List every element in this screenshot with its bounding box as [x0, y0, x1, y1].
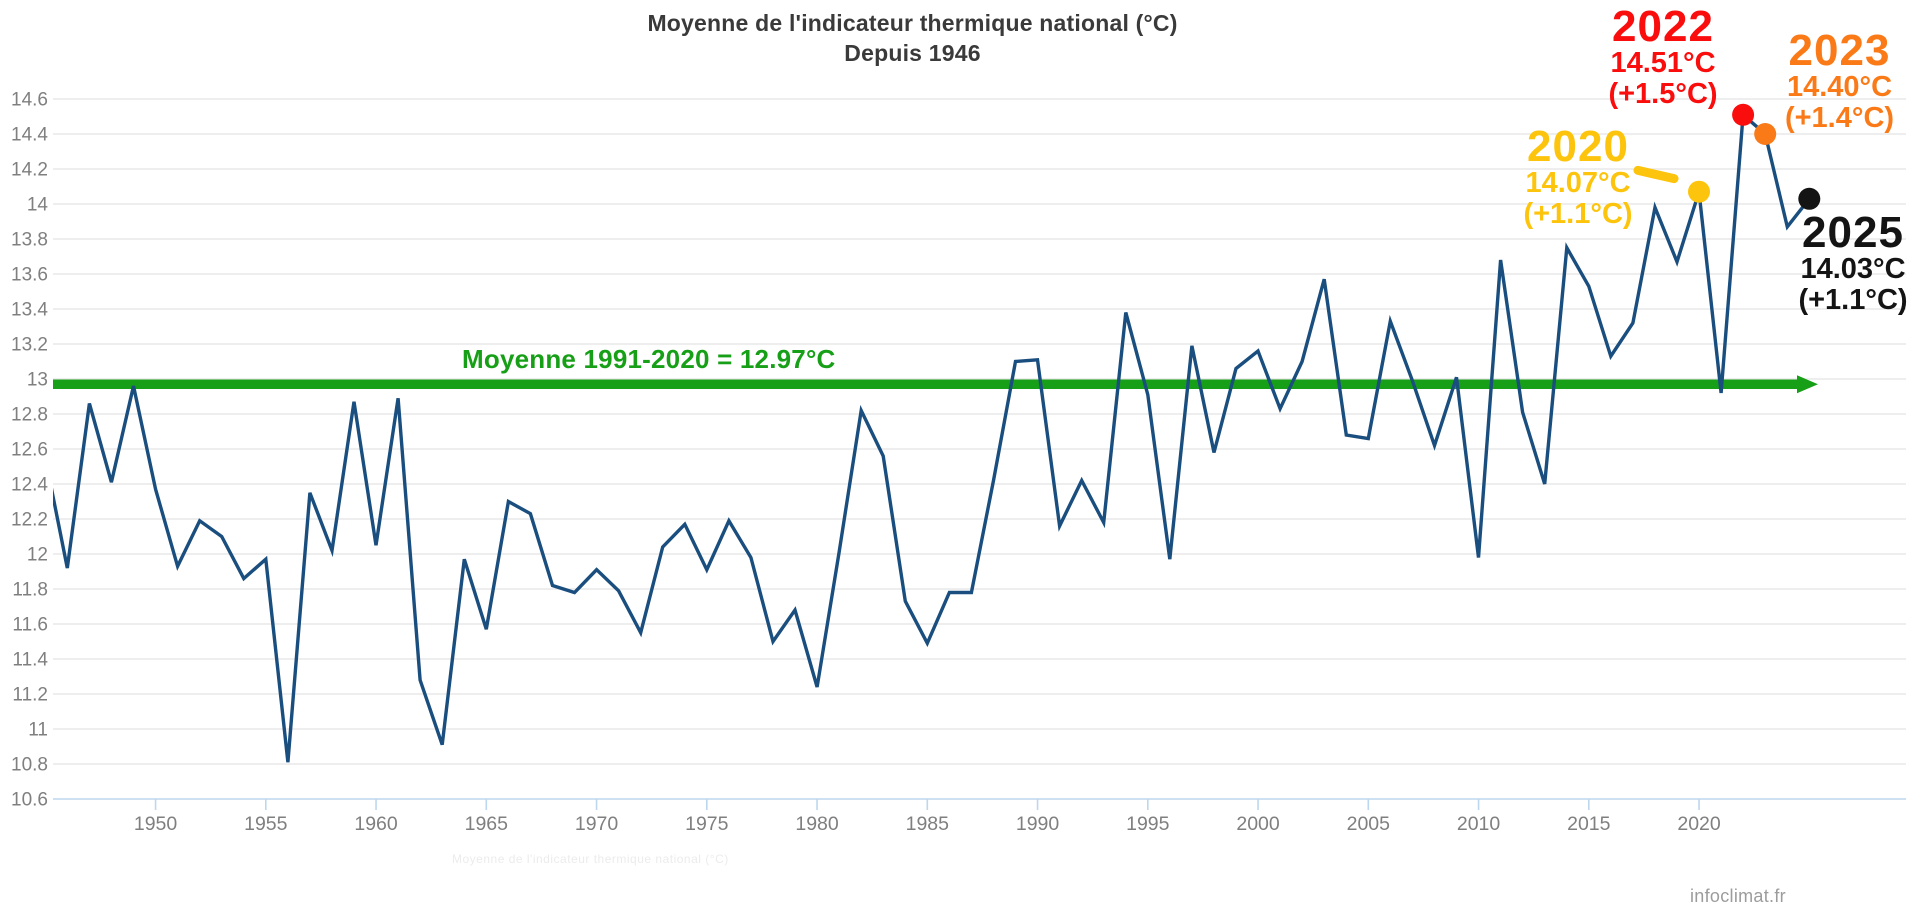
annotation-2022: 2022 14.51°C (+1.5°C)	[1573, 2, 1753, 110]
y-axis-label-14.4: 14.4	[11, 125, 48, 146]
annotation-2022-anomaly: (+1.5°C)	[1608, 78, 1718, 110]
y-axis-label-14.2: 14.2	[11, 160, 48, 181]
x-axis-label-2010: 2010	[1457, 813, 1501, 835]
x-axis-label-1970: 1970	[575, 813, 619, 835]
x-axis-label-1985: 1985	[906, 813, 950, 835]
annotation-2023-anomaly: (+1.4°C)	[1784, 102, 1895, 134]
y-axis-label-14.6: 14.6	[11, 90, 48, 111]
faint-legend-text: Moyenne de l'indicateur thermique nation…	[452, 852, 729, 866]
annotation-2025-anomaly: (+1.1°C)	[1798, 284, 1908, 316]
x-axis-label-1950: 1950	[134, 813, 178, 835]
x-axis-label-2005: 2005	[1347, 813, 1391, 835]
watermark: infoclimat.fr	[1690, 886, 1786, 906]
y-axis-label-12: 12	[27, 545, 48, 566]
x-axis-label-1990: 1990	[1016, 813, 1060, 835]
data-point-dot-2023	[1754, 123, 1777, 145]
annotation-2022-temp: 14.51°C	[1610, 47, 1716, 79]
y-axis-label-10.8: 10.8	[11, 755, 48, 776]
x-axis-label-1955: 1955	[244, 813, 288, 835]
chart-title: Moyenne de l'indicateur thermique nation…	[0, 8, 1825, 68]
annotation-2022-year: 2022	[1612, 2, 1714, 51]
annotation-2023-year: 2023	[1788, 26, 1891, 75]
y-axis-label-12.8: 12.8	[11, 405, 48, 426]
annotation-2025: 2025 14.03°C (+1.1°C)	[1763, 208, 1920, 316]
y-axis-label-12.6: 12.6	[11, 440, 48, 461]
x-axis-label-1965: 1965	[465, 813, 509, 835]
annotation-2023: 2023 14.40°C (+1.4°C)	[1752, 26, 1920, 134]
annotation-2023-temp: 14.40°C	[1786, 71, 1893, 103]
x-axis-label-2000: 2000	[1236, 813, 1280, 835]
data-point-dot-2022	[1732, 103, 1755, 126]
y-axis-label-13.2: 13.2	[11, 335, 48, 356]
x-axis-label-2015: 2015	[1567, 813, 1611, 835]
y-axis-label-11.2: 11.2	[12, 685, 48, 706]
data-point-dot-2025	[1798, 187, 1821, 210]
y-axis-label-13: 13	[27, 370, 48, 391]
y-axis-label-11.6: 11.6	[12, 615, 48, 636]
y-axis-label-12.2: 12.2	[11, 510, 48, 531]
y-axis-label-13.6: 13.6	[11, 265, 48, 286]
y-axis-label-13.8: 13.8	[11, 230, 48, 251]
y-axis-label-14: 14	[27, 195, 49, 216]
chart-title-line1: Moyenne de l'indicateur thermique nation…	[647, 10, 1178, 36]
mean-line-label: Moyenne 1991-2020 = 12.97°C	[462, 344, 836, 374]
annotation-2020-anomaly: (+1.1°C)	[1523, 198, 1633, 230]
annotation-2020: 2020 14.07°C (+1.1°C)	[1488, 122, 1668, 230]
annotation-2020-temp: 14.07°C	[1525, 167, 1631, 199]
annotation-2025-temp: 14.03°C	[1800, 253, 1906, 285]
y-axis-label-11.8: 11.8	[12, 580, 48, 601]
x-axis-label-1980: 1980	[795, 813, 839, 835]
x-axis-label-1995: 1995	[1126, 813, 1170, 835]
y-axis-label-13.4: 13.4	[11, 300, 48, 321]
mean-line-arrowhead	[1797, 375, 1818, 394]
y-axis-label-10.6: 10.6	[11, 790, 48, 811]
chart-title-line2: Depuis 1946	[844, 40, 981, 66]
temperature-series-line	[53, 111, 1812, 763]
annotation-2025-year: 2025	[1802, 208, 1904, 257]
x-axis-label-1975: 1975	[685, 813, 729, 835]
y-axis-label-11.4: 11.4	[12, 650, 48, 671]
y-axis-label-12.4: 12.4	[11, 475, 48, 496]
x-axis-label-1960: 1960	[354, 813, 398, 835]
x-axis-label-2020: 2020	[1677, 813, 1721, 835]
data-point-dot-2020	[1688, 180, 1710, 203]
annotation-2020-year: 2020	[1527, 122, 1629, 171]
y-axis-label-11: 11	[28, 720, 48, 741]
